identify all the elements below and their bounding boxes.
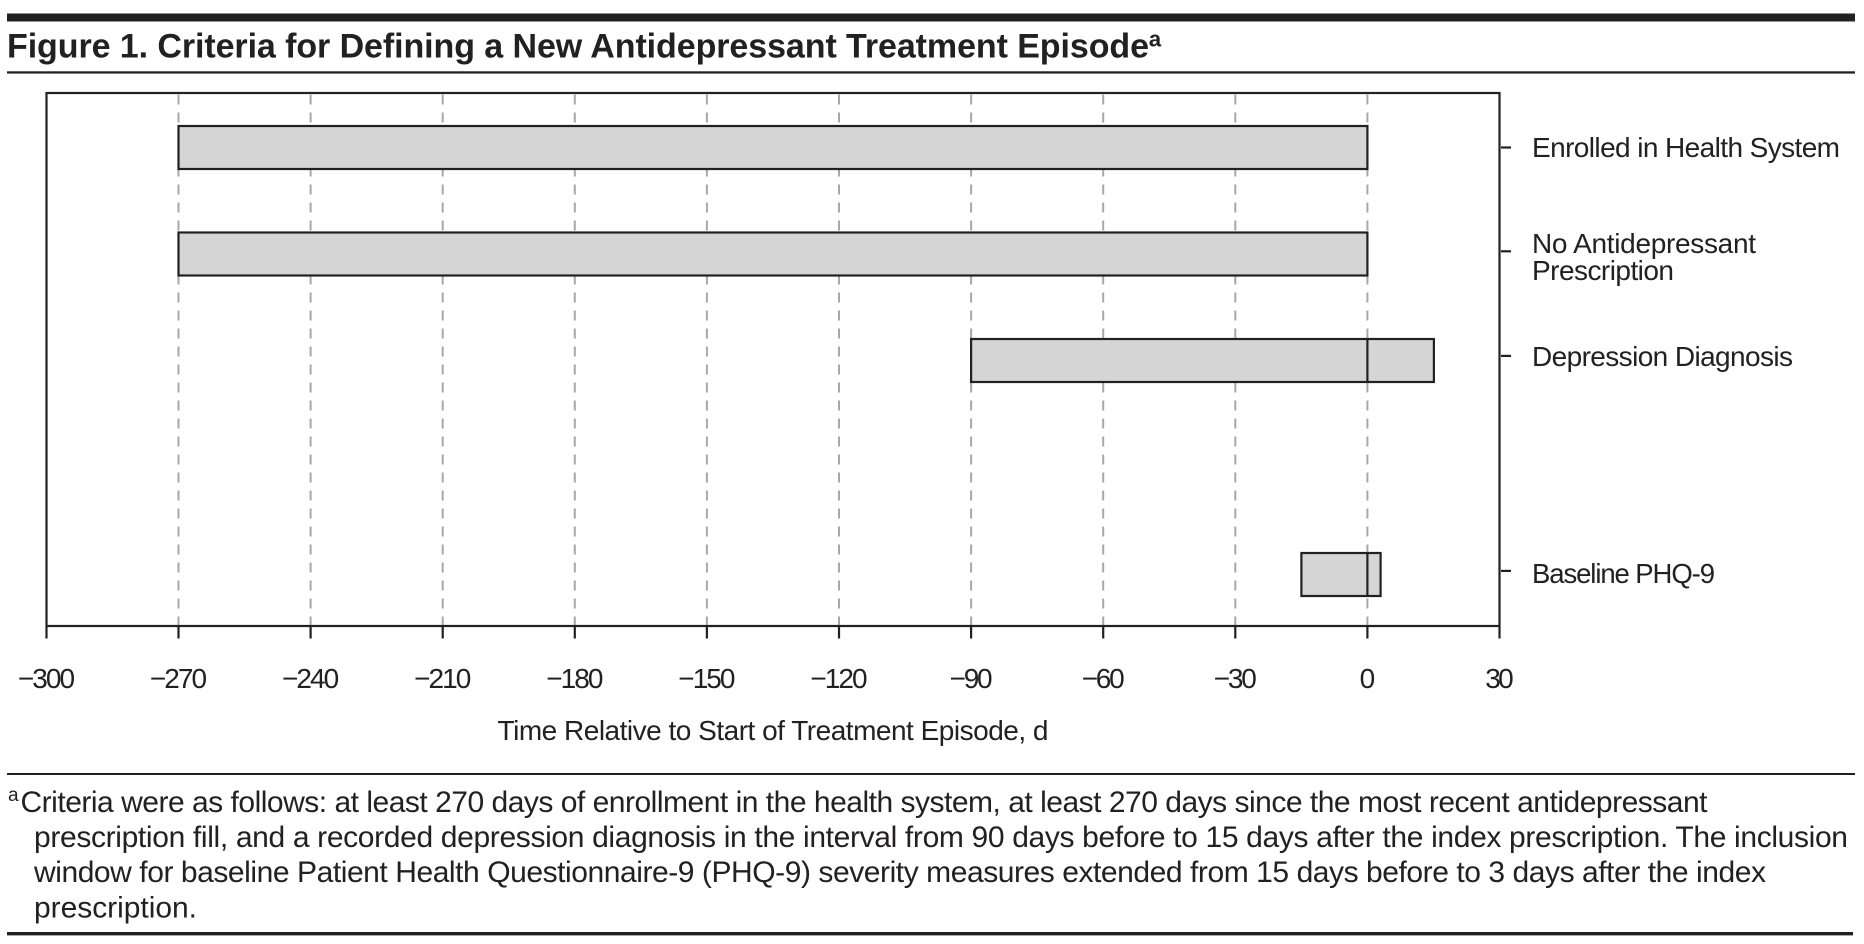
svg-text:−120: −120: [810, 663, 867, 694]
svg-text:−90: −90: [950, 663, 993, 694]
svg-text:−240: −240: [282, 663, 339, 694]
svg-text:−180: −180: [546, 663, 603, 694]
svg-text:Time Relative to Start of Trea: Time Relative to Start of Treatment Epis…: [498, 715, 1049, 746]
svg-text:Depression Diagnosis: Depression Diagnosis: [1532, 341, 1793, 372]
svg-text:30: 30: [1485, 663, 1514, 694]
svg-text:−300: −300: [18, 663, 75, 694]
svg-text:a: a: [8, 785, 19, 806]
svg-text:−270: −270: [150, 663, 207, 694]
svg-text:Criteria were as follows: at l: Criteria were as follows: at least 270 d…: [21, 786, 1709, 819]
svg-text:Baseline PHQ-9: Baseline PHQ-9: [1532, 558, 1715, 589]
svg-text:window for baseline Patient He: window for baseline Patient Health Quest…: [33, 856, 1766, 889]
svg-text:Figure 1. Criteria for Definin: Figure 1. Criteria for Defining a New An…: [7, 26, 1162, 65]
svg-text:−210: −210: [414, 663, 471, 694]
svg-text:−30: −30: [1214, 663, 1257, 694]
svg-text:Enrolled in Health System: Enrolled in Health System: [1532, 132, 1840, 163]
svg-text:No Antidepressant: No Antidepressant: [1532, 228, 1756, 259]
svg-text:−150: −150: [678, 663, 735, 694]
svg-text:prescription fill, and a recor: prescription fill, and a recorded depres…: [34, 821, 1848, 854]
svg-text:Prescription: Prescription: [1532, 255, 1674, 286]
svg-text:0: 0: [1360, 663, 1376, 694]
svg-text:−60: −60: [1082, 663, 1125, 694]
svg-text:prescription.: prescription.: [34, 892, 197, 925]
